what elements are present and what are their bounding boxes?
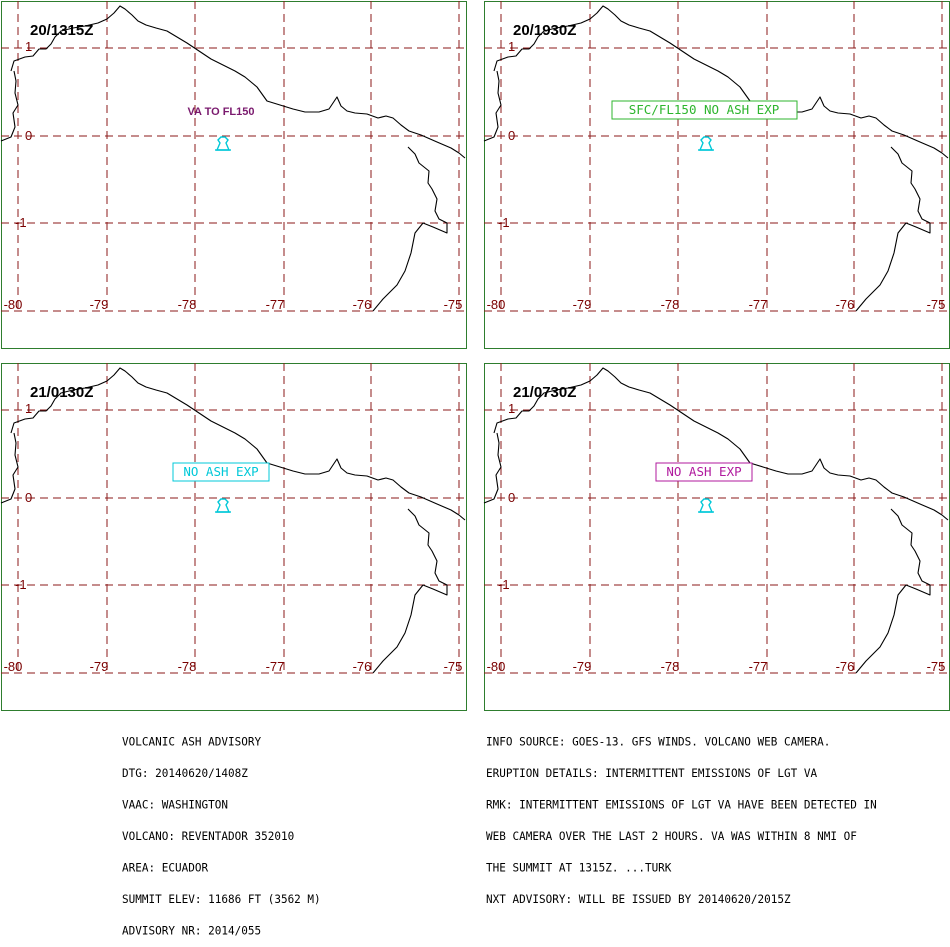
advisory-line: THE SUMMIT AT 1315Z. ...TURK	[486, 860, 672, 875]
panel-title: 21/0130Z	[30, 384, 93, 401]
lon-tick-label: -80	[4, 297, 23, 312]
lon-tick-label: -77	[266, 659, 285, 674]
lat-tick-labels: 1 0 -1	[498, 401, 515, 592]
ash-forecast-box	[611, 100, 798, 120]
map-background	[0, 0, 468, 350]
advisory-graphic: -80 -79 -78 -77 -76 -75 1 0 -1 20/1315Z …	[0, 0, 950, 712]
lat-tick-label: 1	[25, 39, 32, 54]
lon-tick-label: -76	[836, 297, 855, 312]
advisory-line: ERUPTION DETAILS: INTERMITTENT EMISSIONS…	[486, 766, 818, 781]
lat-tick-label: 0	[25, 128, 32, 143]
lat-tick-label: 0	[508, 490, 515, 505]
lat-tick-labels: 1 0 -1	[498, 39, 515, 230]
lon-tick-labels: -80 -79 -78 -77 -76 -75	[4, 659, 463, 674]
lat-tick-label: -1	[498, 215, 510, 230]
ash-forecast-box	[655, 462, 753, 482]
lon-tick-label: -75	[444, 659, 463, 674]
map-panel: -80 -79 -78 -77 -76 -75 1 0 -1 20/1315Z …	[0, 0, 468, 350]
lat-tick-label: 0	[508, 128, 515, 143]
lon-tick-label: -78	[178, 297, 197, 312]
lon-tick-label: -80	[487, 297, 506, 312]
lat-tick-labels: 1 0 -1	[15, 39, 32, 230]
map-background	[0, 362, 468, 712]
lon-tick-label: -77	[749, 297, 768, 312]
ash-forecast-box	[172, 462, 270, 482]
lon-tick-label: -76	[353, 297, 372, 312]
lon-tick-label: -75	[927, 659, 946, 674]
lon-tick-label: -76	[836, 659, 855, 674]
advisory-line: NXT ADVISORY: WILL BE ISSUED BY 20140620…	[486, 892, 791, 907]
lon-tick-labels: -80 -79 -78 -77 -76 -75	[487, 659, 946, 674]
advisory-line: DTG: 20140620/1408Z	[122, 766, 248, 781]
lon-tick-label: -75	[927, 297, 946, 312]
advisory-text-right: INFO SOURCE: GOES-13. GFS WINDS. VOLCANO…	[486, 716, 877, 916]
lon-tick-label: -78	[178, 659, 197, 674]
advisory-line: WEB CAMERA OVER THE LAST 2 HOURS. VA WAS…	[486, 829, 857, 844]
advisory-line: SUMMIT ELEV: 11686 FT (3562 M)	[122, 892, 321, 907]
panel-title: 20/1315Z	[30, 22, 93, 39]
lon-tick-label: -78	[661, 297, 680, 312]
lon-tick-label: -79	[573, 659, 592, 674]
ash-forecast-label: NO ASH EXP	[183, 464, 258, 479]
lon-tick-label: -77	[266, 297, 285, 312]
panel-title: 21/0730Z	[513, 384, 576, 401]
advisory-line: VOLCANIC ASH ADVISORY	[122, 734, 262, 749]
lat-tick-labels: 1 0 -1	[15, 401, 32, 592]
advisory-line: VAAC: WASHINGTON	[122, 797, 228, 812]
map-background	[483, 362, 950, 712]
lon-tick-label: -80	[4, 659, 23, 674]
ash-forecast-label: NO ASH EXP	[666, 464, 741, 479]
lon-tick-label: -77	[749, 659, 768, 674]
lon-tick-label: -80	[487, 659, 506, 674]
lon-tick-labels: -80 -79 -78 -77 -76 -75	[487, 297, 946, 312]
advisory-line: RMK: INTERMITTENT EMISSIONS OF LGT VA HA…	[486, 797, 877, 812]
map-background	[483, 0, 950, 350]
advisory-line: VOLCANO: REVENTADOR 352010	[122, 829, 295, 844]
advisory-line: INFO SOURCE: GOES-13. GFS WINDS. VOLCANO…	[486, 734, 831, 749]
lon-tick-label: -75	[444, 297, 463, 312]
map-panel: -80 -79 -78 -77 -76 -75 1 0 -1 21/0130Z …	[0, 362, 468, 712]
lon-tick-labels: -80 -79 -78 -77 -76 -75	[4, 297, 463, 312]
lon-tick-label: -78	[661, 659, 680, 674]
map-panel: -80 -79 -78 -77 -76 -75 1 0 -1 20/1930Z …	[483, 0, 950, 350]
lat-tick-label: 1	[25, 401, 32, 416]
advisory-text-left: VOLCANIC ASH ADVISORY DTG: 20140620/1408…	[122, 716, 321, 947]
lat-tick-label: 1	[508, 39, 515, 54]
lat-tick-label: -1	[15, 577, 27, 592]
advisory-line: AREA: ECUADOR	[122, 860, 209, 875]
lat-tick-label: 0	[25, 490, 32, 505]
ash-forecast-label: SFC/FL150 NO ASH EXP	[629, 102, 780, 117]
lon-tick-label: -79	[90, 297, 109, 312]
advisory-line: ADVISORY NR: 2014/055	[122, 923, 262, 938]
lon-tick-label: -79	[573, 297, 592, 312]
lat-tick-label: -1	[498, 577, 510, 592]
lat-tick-label: 1	[508, 401, 515, 416]
map-panel: -80 -79 -78 -77 -76 -75 1 0 -1 21/0730Z …	[483, 362, 950, 712]
lon-tick-label: -79	[90, 659, 109, 674]
ash-forecast-label: VA TO FL150	[187, 106, 254, 118]
lon-tick-label: -76	[353, 659, 372, 674]
lat-tick-label: -1	[15, 215, 27, 230]
panel-title: 20/1930Z	[513, 22, 576, 39]
